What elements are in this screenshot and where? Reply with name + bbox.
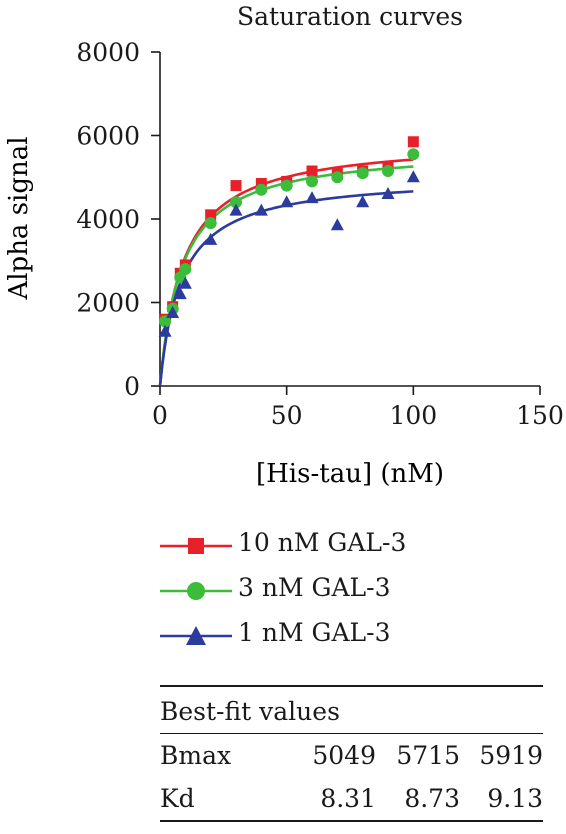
data-point [254, 203, 268, 216]
data-point [406, 170, 420, 183]
table-row-bmax: Bmax 5049 5715 5919 [160, 734, 543, 777]
data-point [330, 218, 344, 231]
table-header: Best-fit values [160, 697, 340, 726]
data-point [230, 196, 242, 209]
data-point [230, 180, 242, 192]
x-tick-label: 0 [152, 401, 168, 430]
best-fit-table: Best-fit values Bmax 5049 5715 5919 Kd 8… [160, 685, 543, 822]
data-point [229, 203, 243, 216]
data-point [159, 315, 172, 328]
table-cell: 5715 [396, 741, 460, 770]
data-point [204, 217, 217, 230]
legend-swatch-10nm [160, 538, 232, 554]
y-tick-label: 8000 [76, 38, 140, 67]
data-point [305, 191, 319, 204]
table-cell: 5919 [479, 741, 543, 770]
table-cell: 8.73 [404, 784, 460, 813]
data-point [179, 263, 192, 276]
data-point [381, 186, 395, 199]
y-axis-label: Alpha signal [4, 136, 34, 300]
data-point [407, 148, 420, 161]
legend-swatch-1nm [160, 626, 232, 645]
data-point [280, 195, 294, 208]
data-point [205, 209, 217, 221]
chart-title: Saturation curves [237, 2, 463, 31]
data-point [158, 324, 172, 337]
table-cell: 9.13 [487, 784, 543, 813]
table-cell: 8.31 [320, 784, 376, 813]
data-point [331, 171, 344, 184]
table-row-kd: Kd 8.31 8.73 9.13 [160, 777, 543, 820]
table-cell: 5049 [312, 741, 376, 770]
data-point [306, 165, 318, 177]
data-point [382, 164, 394, 177]
data-point [204, 232, 218, 245]
data-point [306, 175, 318, 188]
data-point [173, 287, 187, 300]
fit-curve-series-2 [158, 190, 414, 387]
legend-label-10nm: 10 nM GAL-3 [238, 528, 407, 557]
legend-label-3nm: 3 nM GAL-3 [238, 573, 391, 602]
data-point [407, 136, 419, 148]
data-point [280, 179, 293, 192]
data-point [255, 178, 267, 190]
data-point [166, 305, 180, 318]
x-axis-label: [His-tau] (nM) [256, 459, 444, 489]
table-cell-label: Bmax [160, 741, 232, 770]
data-point [356, 167, 369, 180]
legend-swatch-3nm [160, 582, 232, 600]
table-cell-label: Kd [160, 784, 195, 813]
x-tick-label: 100 [389, 401, 437, 430]
x-tick-label: 50 [271, 401, 303, 430]
y-tick-label: 6000 [76, 122, 140, 151]
data-point [356, 195, 370, 208]
data-point [178, 276, 192, 289]
y-tick-label: 4000 [76, 205, 140, 234]
data-point [255, 183, 268, 196]
legend-label-1nm: 1 nM GAL-3 [238, 618, 391, 647]
y-tick-label: 2000 [76, 289, 140, 318]
y-tick-label: 0 [124, 372, 140, 401]
x-tick-label: 150 [516, 401, 564, 430]
saturation-chart: 0 50 100 150 0 2000 4000 6000 8000 [His-tau] (nM… [4, 38, 564, 489]
